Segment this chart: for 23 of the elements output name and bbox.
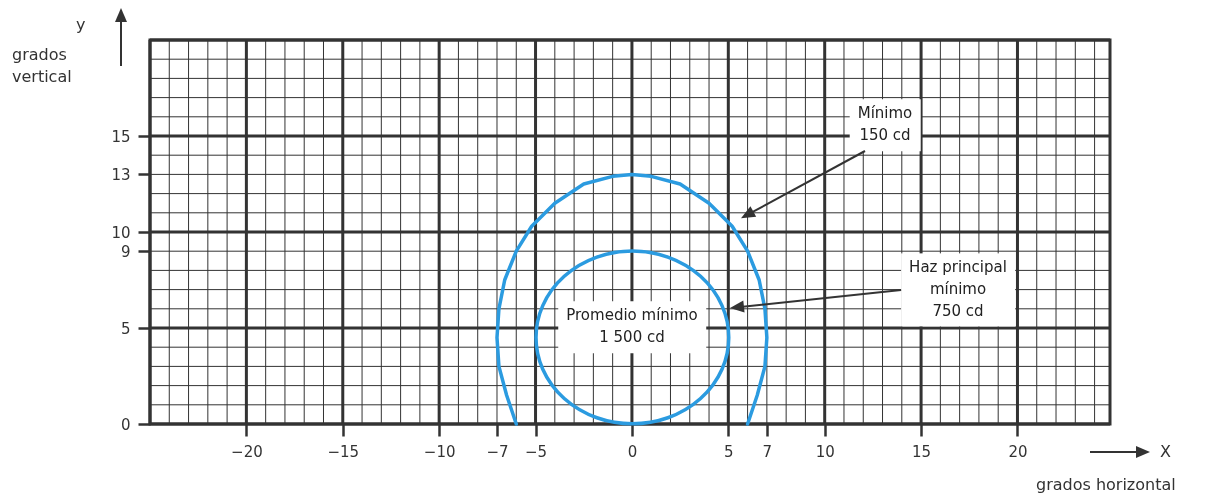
x-tick-label: 15 xyxy=(912,442,932,461)
annotation: Haz principal mínimo 750 cd xyxy=(901,253,1015,327)
x-tick-label: 7 xyxy=(762,442,773,461)
y-tick-label: 15 xyxy=(111,127,131,146)
y-tick-label: 0 xyxy=(120,415,131,434)
x-tick-label: 0 xyxy=(627,442,638,461)
y-axis-title: y grados vertical xyxy=(12,14,86,88)
x-tick-label: 10 xyxy=(815,442,835,461)
x-tick-label: 20 xyxy=(1008,442,1028,461)
line-series xyxy=(495,172,769,426)
x-axis-title: X grados horizontal xyxy=(1036,441,1176,496)
x-tick-label: −20 xyxy=(231,442,263,461)
y-tick-label: 5 xyxy=(120,319,131,338)
annotation: Mínimo 150 cd xyxy=(849,99,921,151)
x-tick-label: 5 xyxy=(724,442,734,461)
y-tick-label: 10 xyxy=(111,223,131,242)
x-tick-label: −7 xyxy=(486,442,509,461)
annotation: Promedio mínimo 1 500 cd xyxy=(558,301,706,353)
y-tick-label: 9 xyxy=(120,242,131,261)
x-tick-label: −10 xyxy=(423,442,456,461)
x-tick-label: −15 xyxy=(327,442,360,461)
y-tick-label: 13 xyxy=(111,165,131,184)
x-tick-label: −5 xyxy=(524,442,548,461)
